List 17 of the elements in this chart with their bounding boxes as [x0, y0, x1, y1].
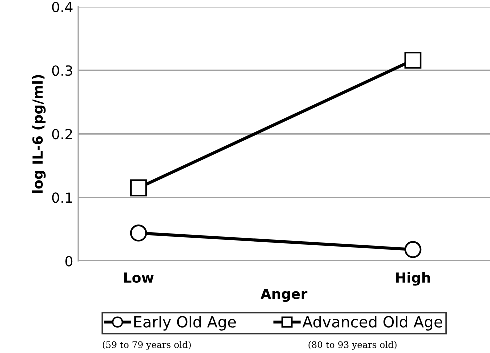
y-tick-label: 0.2	[52, 129, 72, 140]
legend-label: Early Old Age	[134, 316, 236, 331]
y-tick-label: 0.1	[52, 192, 72, 204]
point	[130, 224, 148, 242]
y-tick-label: 0.3	[52, 66, 72, 76]
y-axis-title: log IL-6 (pg/ml)	[32, 75, 46, 194]
point	[404, 52, 422, 69]
legend-label: Advanced Old Age	[302, 316, 442, 331]
x-axis-title: Anger	[260, 288, 308, 302]
text: (59 to 79 years old)	[102, 341, 192, 350]
text: (80 to 93 years old)	[308, 341, 397, 350]
point	[404, 241, 422, 258]
x-tick-label: High	[396, 272, 430, 286]
point	[130, 180, 148, 197]
x-tick-label: Low	[124, 272, 154, 284]
y-tick-label: 0.4	[52, 2, 73, 13]
y-tick-label: 0	[66, 256, 73, 267]
